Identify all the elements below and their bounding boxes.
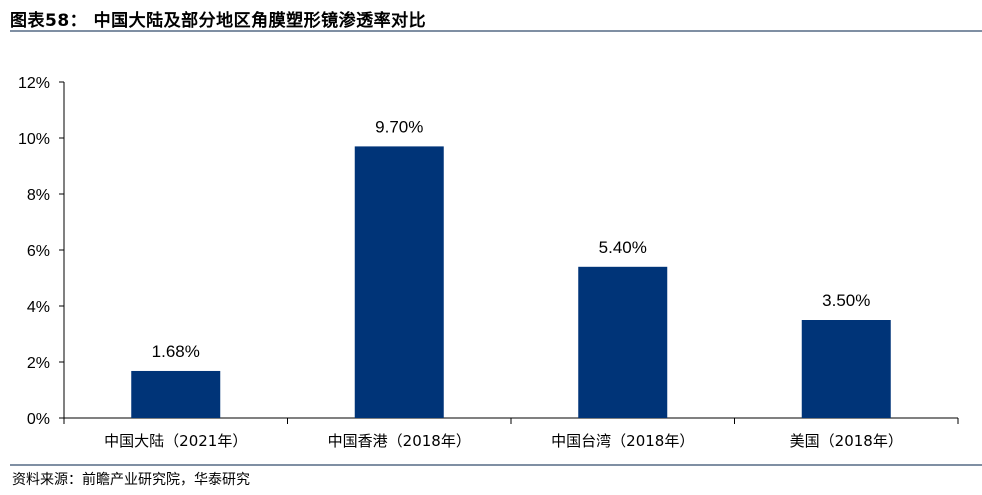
figure-header: 图表58： 中国大陆及部分地区角膜塑形镜渗透率对比 [10,6,982,32]
y-tick-label: 0% [27,411,50,428]
bar [354,146,444,418]
bar [578,266,668,418]
data-label: 3.50% [822,291,870,310]
y-tick-label: 2% [27,355,50,372]
y-tick-label: 10% [18,131,50,148]
x-tick-label: 中国大陆（2021年） [104,432,247,450]
bottom-rule [10,464,982,466]
bar [131,370,221,418]
figure-title: 图表58： 中国大陆及部分地区角膜塑形镜渗透率对比 [10,11,427,31]
y-tick-label: 8% [27,187,50,204]
data-label: 1.68% [152,342,200,361]
source-note: 资料来源：前瞻产业研究院，华泰研究 [12,472,250,488]
x-tick-label: 中国台湾（2018年） [551,432,694,450]
y-tick-label: 6% [27,243,50,260]
y-tick-label: 12% [18,75,50,92]
data-label: 9.70% [375,117,423,136]
x-tick-label: 美国（2018年） [790,432,903,450]
top-rule [10,30,982,32]
y-tick-label: 4% [27,299,50,316]
bar [801,320,891,418]
x-tick-label: 中国香港（2018年） [328,432,471,450]
data-label: 5.40% [599,238,647,257]
